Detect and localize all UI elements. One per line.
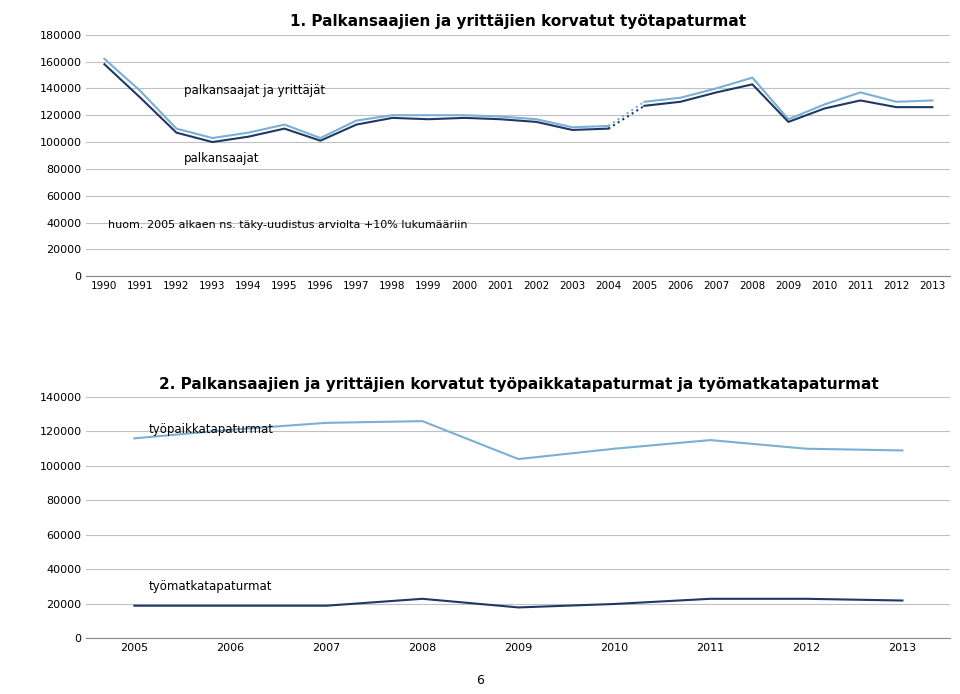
Text: työmatkatapaturmat: työmatkatapaturmat <box>149 580 273 593</box>
Title: 1. Palkansaajien ja yrittäjien korvatut työtapaturmat: 1. Palkansaajien ja yrittäjien korvatut … <box>290 15 747 29</box>
Title: 2. Palkansaajien ja yrittäjien korvatut työpaikkatapaturmat ja työmatkatapaturma: 2. Palkansaajien ja yrittäjien korvatut … <box>158 377 878 391</box>
Text: palkansaajat: palkansaajat <box>183 152 259 165</box>
Text: huom. 2005 alkaen ns. täky-uudistus arviolta +10% lukumääriin: huom. 2005 alkaen ns. täky-uudistus arvi… <box>108 220 468 230</box>
Text: työpaikkatapaturmat: työpaikkatapaturmat <box>149 423 274 437</box>
Text: palkansaajat ja yrittäjät: palkansaajat ja yrittäjät <box>183 84 324 96</box>
Text: 6: 6 <box>476 674 484 686</box>
